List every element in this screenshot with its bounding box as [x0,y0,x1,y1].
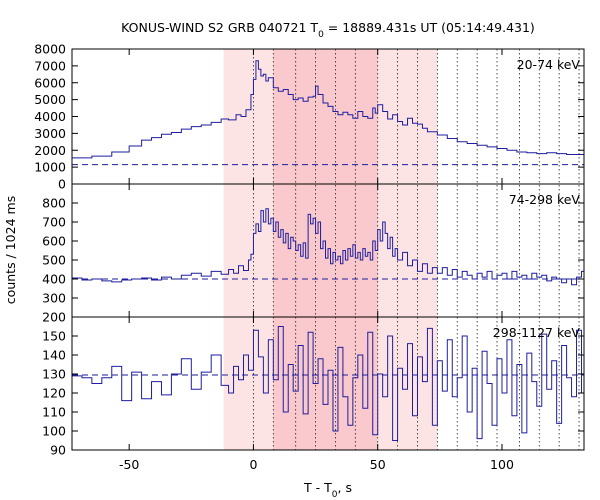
y-tick-label: 300 [42,291,66,306]
y-tick-label: 700 [42,215,66,230]
y-tick-label: 7000 [34,58,66,73]
x-tick-label: -50 [119,457,139,472]
x-tick-label: 100 [490,457,514,472]
energy-band-label: 74-298 keV [509,192,581,207]
y-tick-label: 400 [42,272,66,287]
y-tick-label: 600 [42,234,66,249]
y-tick-label: 4000 [34,109,66,124]
y-tick-label: 2000 [34,143,66,158]
y-tick-label: 800 [42,196,66,211]
y-tick-label: 500 [42,253,66,268]
y-tick-label: 90 [50,443,66,458]
x-tick-label: 0 [249,457,257,472]
y-tick-label: 0 [58,177,66,192]
y-tick-label: 6000 [34,75,66,90]
y-tick-label: 3000 [34,126,66,141]
energy-band-label: 20-74 keV [517,57,581,72]
y-tick-label: 130 [42,367,66,382]
y-tick-label: 150 [42,329,66,344]
light-curve-panel-3 [72,326,584,441]
light-curve-panel-2 [72,208,584,286]
energy-band-label: 298-1127 keV [493,325,581,340]
y-tick-label: 120 [42,386,66,401]
y-tick-label: 100 [42,424,66,439]
data-layer [72,60,585,441]
y-axis-label: counts / 1024 ms [3,196,18,304]
x-axis-label: T - T0, s [303,480,352,500]
y-tick-label: 1000 [34,160,66,175]
chart-title: KONUS-WIND S2 GRB 040721 T0 = 18889.431s… [121,20,535,40]
y-tick-label: 140 [42,348,66,363]
y-tick-label: 200 [42,310,66,325]
y-tick-label: 8000 [34,42,66,57]
y-tick-label: 110 [42,405,66,420]
y-tick-label: 5000 [34,92,66,107]
light-curve-panel-1 [72,60,585,159]
x-tick-label: 50 [370,457,386,472]
panel-frame-3 [71,316,585,451]
